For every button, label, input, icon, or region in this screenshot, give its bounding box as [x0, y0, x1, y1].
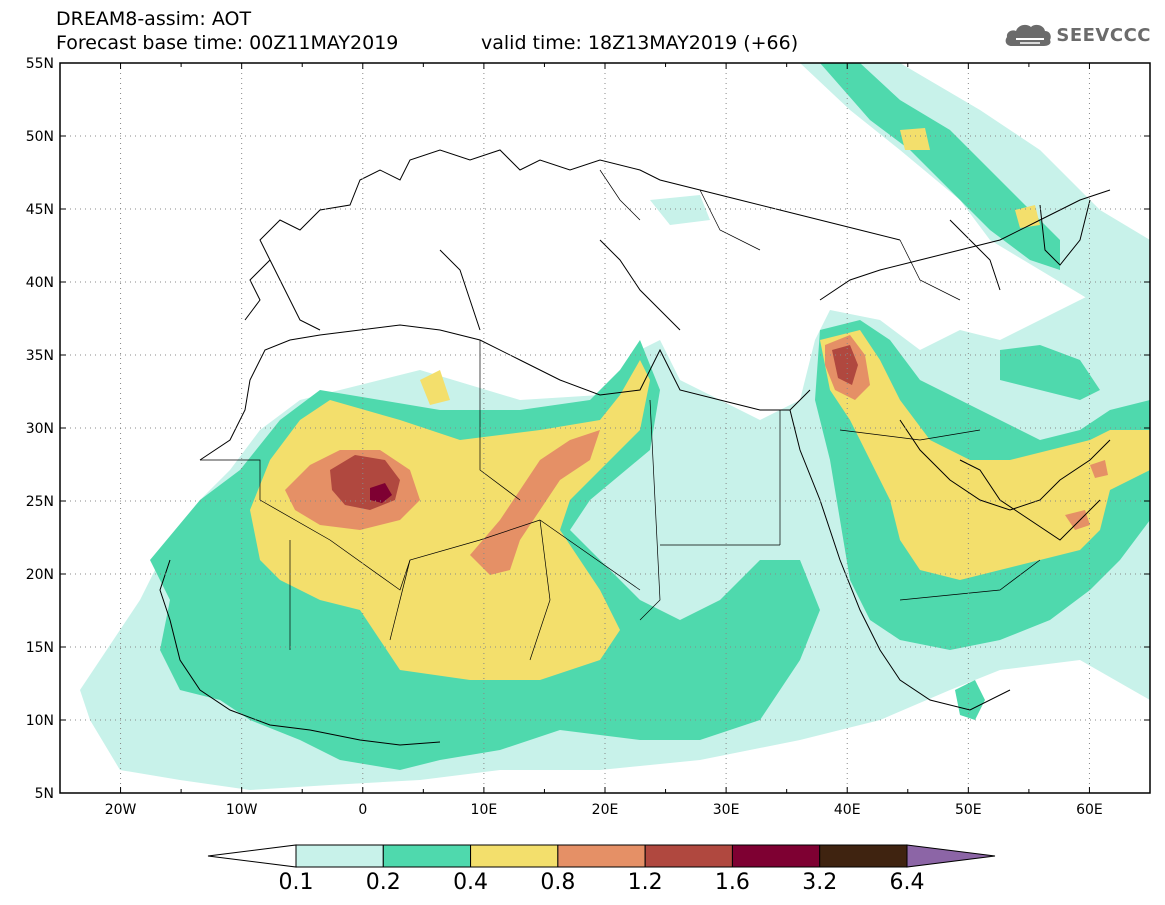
country-borders: [200, 169, 1041, 661]
colorbar-label: 0.8: [540, 870, 576, 895]
lon-label: 40E: [834, 802, 861, 818]
axis-ticks: 55N 50N 45N 40N 35N 30N 25N 20N 15N 10N 5N 20W 10W 0 1…: [26, 56, 1151, 818]
lat-label: 30N: [26, 421, 54, 437]
lat-label: 20N: [26, 567, 54, 583]
lon-label: 30E: [713, 802, 740, 818]
seevccc-logo: SEEVCCC: [1004, 22, 1151, 48]
lat-label: 35N: [26, 348, 54, 364]
colorbar-label: 6.4: [889, 870, 925, 895]
forecast-base-time: Forecast base time: 00Z11MAY2019: [56, 32, 399, 54]
lat-label: 40N: [26, 275, 54, 291]
colorbar-label: 0.1: [278, 870, 314, 895]
lat-label: 10N: [26, 713, 54, 729]
lat-label: 45N: [26, 202, 54, 218]
cloud-icon: [1005, 24, 1052, 46]
colorbar-label: 1.2: [627, 870, 663, 895]
lon-label: 10W: [226, 802, 258, 818]
lon-label: 20W: [105, 802, 137, 818]
valid-time: valid time: 18Z13MAY2019 (+66): [481, 32, 799, 54]
lat-label: 55N: [26, 56, 54, 72]
lon-label: 60E: [1076, 802, 1103, 818]
colorbar-label: 3.2: [802, 870, 838, 895]
lon-label: 20E: [592, 802, 619, 818]
colorbar-label: 0.4: [453, 870, 489, 895]
lon-label: 50E: [955, 802, 982, 818]
graticule: [60, 63, 1150, 793]
lon-label: 0: [358, 802, 367, 818]
colorbar-label: 0.2: [365, 870, 401, 895]
lat-label: 15N: [26, 640, 54, 656]
forecast-times: Forecast base time: 00Z11MAY2019 valid ti…: [56, 32, 798, 54]
colorbar-label: 1.6: [714, 870, 750, 895]
aot-level-1.6: [370, 483, 392, 503]
lon-label: 10E: [471, 802, 498, 818]
logo-text: SEEVCCC: [1056, 24, 1151, 46]
map-title: DREAM8-assim: AOT: [56, 8, 252, 30]
lat-label: 25N: [26, 494, 54, 510]
lat-label: 5N: [35, 786, 54, 802]
lat-label: 50N: [26, 129, 54, 145]
